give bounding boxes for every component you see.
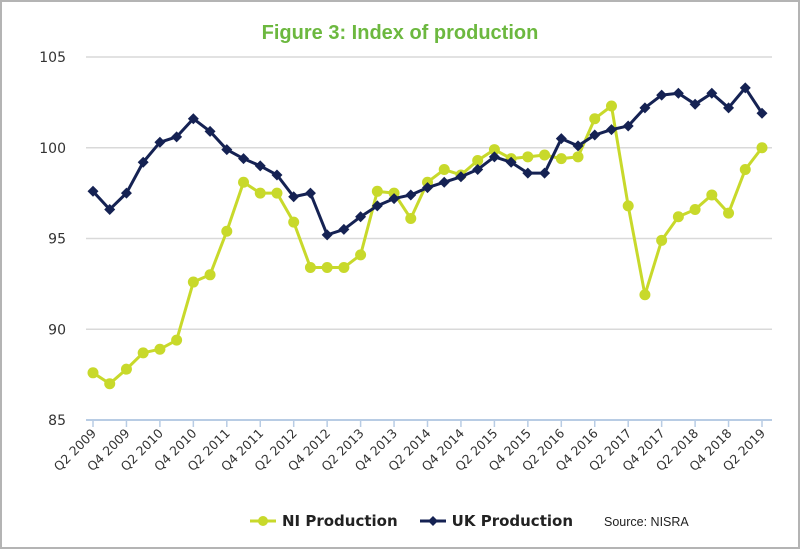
- ni-data-point: [605, 100, 617, 112]
- ni-data-point: [672, 211, 684, 223]
- uk-data-point: [572, 140, 584, 152]
- ni-data-point: [271, 187, 283, 199]
- ni-data-point: [555, 153, 567, 165]
- ni-data-point: [639, 289, 651, 301]
- ni-data-point: [87, 367, 99, 379]
- ni-data-point: [338, 262, 350, 274]
- uk-data-point: [154, 136, 166, 148]
- ni-data-point: [689, 203, 701, 215]
- y-tick-label: 85: [48, 413, 66, 429]
- ni-data-point: [204, 269, 216, 281]
- uk-data-point: [271, 169, 283, 181]
- ni-data-point: [371, 185, 383, 197]
- uk-data-point: [723, 102, 735, 114]
- ni-data-point: [137, 347, 149, 359]
- uk-data-point: [87, 185, 99, 197]
- ni-data-point: [254, 187, 266, 199]
- uk-data-point: [706, 87, 718, 99]
- chart-title: Figure 3: Index of production: [261, 22, 539, 44]
- uk-data-point: [639, 102, 651, 114]
- uk-data-point: [505, 156, 517, 168]
- diamond-marker-icon: [419, 516, 446, 526]
- ni-data-point: [238, 176, 250, 188]
- uk-data-point: [254, 160, 266, 172]
- ni-data-point: [288, 216, 300, 228]
- ni-data-point: [221, 225, 233, 237]
- ni-data-point: [472, 154, 484, 166]
- ni-data-point: [154, 343, 166, 355]
- legend-label-ni: NI Production: [282, 512, 398, 530]
- ni-data-point: [723, 207, 735, 219]
- uk-data-point: [304, 187, 316, 199]
- uk-data-point: [338, 223, 350, 235]
- uk-data-point: [238, 153, 250, 165]
- uk-data-point: [371, 200, 383, 212]
- uk-data-point: [171, 131, 183, 143]
- ni-data-point: [706, 189, 718, 201]
- ni-data-point: [405, 213, 417, 225]
- uk-data-point: [472, 164, 484, 176]
- ni-data-point: [622, 200, 634, 212]
- ni-data-point: [438, 164, 450, 176]
- legend: NI Production UK Production: [250, 512, 573, 530]
- uk-data-point: [739, 82, 751, 94]
- y-tick-label: 90: [48, 322, 66, 338]
- uk-data-point: [288, 191, 300, 203]
- uk-data-point: [522, 167, 534, 179]
- ni-data-point: [739, 164, 751, 176]
- uk-production-line: [91, 86, 764, 237]
- uk-data-point: [438, 176, 450, 188]
- uk-data-point: [422, 182, 433, 194]
- ni-data-point: [539, 149, 551, 161]
- y-tick-label: 105: [39, 50, 66, 66]
- ni-data-point: [171, 334, 183, 346]
- uk-data-point: [589, 129, 601, 141]
- uk-data-point: [689, 98, 701, 110]
- y-tick-label: 100: [39, 141, 66, 157]
- uk-data-point: [120, 187, 132, 199]
- ni-data-point: [488, 144, 500, 156]
- source-note: Source: NISRA: [604, 515, 689, 529]
- uk-data-point: [622, 120, 634, 132]
- ni-data-point: [187, 276, 199, 288]
- uk-data-point: [187, 113, 199, 125]
- uk-data-point: [756, 107, 768, 119]
- uk-data-point: [656, 89, 668, 101]
- legend-item-ni[interactable]: NI Production: [250, 512, 398, 530]
- ni-data-point: [756, 142, 768, 154]
- legend-label-uk: UK Production: [451, 512, 573, 530]
- uk-data-point: [405, 189, 417, 201]
- ni-data-point: [355, 249, 367, 261]
- uk-data-point: [137, 156, 149, 168]
- circle-marker-icon: [250, 516, 276, 526]
- uk-data-point: [488, 151, 500, 163]
- ni-data-point: [104, 378, 116, 390]
- uk-data-point: [539, 167, 551, 179]
- uk-data-point: [355, 211, 367, 223]
- uk-data-point: [388, 193, 400, 205]
- legend-item-uk[interactable]: UK Production: [419, 512, 573, 530]
- y-tick-label: 95: [48, 232, 66, 248]
- ni-data-point: [120, 363, 132, 375]
- uk-data-point: [104, 203, 116, 215]
- ni-data-point: [304, 262, 316, 274]
- ni-data-point: [321, 262, 333, 274]
- uk-data-point: [221, 144, 233, 156]
- uk-data-point: [555, 133, 567, 145]
- ni-data-point: [589, 113, 601, 125]
- ni-data-point: [522, 151, 534, 163]
- uk-data-point: [605, 124, 617, 136]
- uk-data-point: [321, 229, 333, 241]
- ni-data-point: [656, 234, 668, 246]
- uk-data-point: [455, 171, 467, 183]
- ni-data-point: [572, 151, 584, 163]
- uk-data-point: [672, 87, 684, 99]
